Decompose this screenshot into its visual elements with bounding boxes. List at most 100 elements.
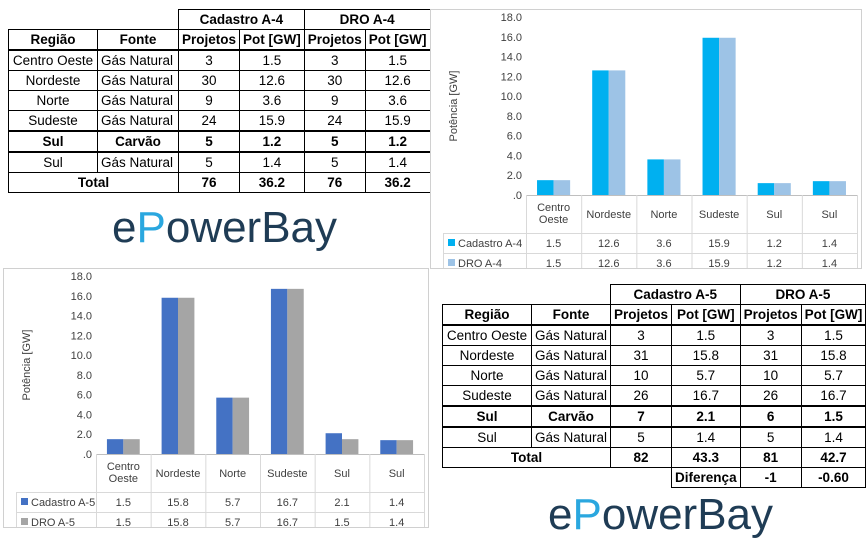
cell-pot: 16.7 bbox=[671, 385, 741, 407]
y-tick-label: 12.0 bbox=[71, 330, 92, 342]
cell-fonte: Gás Natural bbox=[530, 426, 612, 448]
bar bbox=[719, 37, 736, 196]
data-label: 1.5 bbox=[546, 238, 561, 250]
data-label: 3.6 bbox=[656, 258, 671, 268]
bar bbox=[342, 439, 359, 454]
data-label: 12.6 bbox=[598, 258, 619, 268]
cell-regiao: Sul bbox=[442, 405, 532, 428]
cell-projetos: 24 bbox=[303, 110, 366, 132]
bar bbox=[592, 70, 609, 195]
total-pot: 36.2 bbox=[239, 172, 305, 193]
logo-text: e bbox=[548, 490, 573, 539]
cell-projetos: 5 bbox=[177, 130, 241, 153]
bar bbox=[270, 288, 288, 454]
table-row: Norte Gás Natural 9 3.6 9 3.6 bbox=[8, 90, 431, 111]
y-tick-label: 10.0 bbox=[71, 350, 92, 362]
y-tick-label: 12.0 bbox=[501, 71, 522, 83]
y-tick-label: 8.0 bbox=[507, 111, 522, 123]
y-tick-label: 16.0 bbox=[501, 32, 522, 44]
legend-label: Cadastro A-4 bbox=[458, 238, 522, 250]
cell-projetos: 26 bbox=[610, 385, 673, 407]
cell-fonte: Gás Natural bbox=[530, 345, 612, 366]
x-tick-label: Sul bbox=[821, 209, 837, 221]
cell-projetos: 3 bbox=[177, 49, 241, 71]
epowerbay-logo: ePowerBay bbox=[548, 490, 773, 540]
chart-a4: .0 2.0 4.0 6.0 8.0 10.0 12.0 14.0 16.0 18.0 Potênc… bbox=[430, 9, 862, 274]
y-tick-label: .0 bbox=[83, 449, 92, 461]
y-axis-label: Potência [GW] bbox=[448, 71, 460, 142]
col-header-pot: Pot [GW] bbox=[364, 29, 431, 51]
y-tick-label: 6.0 bbox=[507, 131, 522, 143]
bar bbox=[757, 183, 775, 195]
y-tick-label: 4.0 bbox=[507, 150, 522, 162]
col-header-projetos: Projetos bbox=[610, 304, 673, 326]
cell-pot: 3.6 bbox=[239, 90, 305, 111]
table-a5: Cadastro A-5 DRO A-5 Região Fonte Projet… bbox=[441, 284, 867, 488]
legend-label: Cadastro A-5 bbox=[31, 497, 95, 509]
cell-pot: 1.5 bbox=[239, 49, 305, 71]
cell-pot: 15.9 bbox=[239, 110, 305, 132]
data-label: 1.2 bbox=[767, 258, 782, 268]
group-header-cadastro: Cadastro A-5 bbox=[610, 284, 741, 305]
col-header-pot: Pot [GW] bbox=[239, 29, 305, 51]
total-projetos: 82 bbox=[610, 447, 673, 468]
bar bbox=[380, 440, 397, 454]
cell-pot: 1.4 bbox=[800, 426, 867, 448]
group-header-dro: DRO A-5 bbox=[739, 284, 867, 305]
cell-projetos: 6 bbox=[739, 405, 802, 428]
cell-fonte: Gás Natural bbox=[97, 110, 179, 132]
cell-pot: 12.6 bbox=[239, 70, 305, 91]
cell-regiao: Sudeste bbox=[8, 110, 98, 132]
cell-pot: 1.5 bbox=[800, 405, 867, 428]
table-a4: Cadastro A-4 DRO A-4 Região Fonte Projet… bbox=[8, 9, 431, 193]
y-axis-label: Potência [GW] bbox=[21, 330, 33, 401]
cell-pot: 1.4 bbox=[364, 151, 431, 173]
col-header-regiao: Região bbox=[442, 304, 532, 326]
cell-regiao: Sul bbox=[8, 130, 98, 153]
bar bbox=[647, 159, 664, 195]
data-label: 15.9 bbox=[708, 258, 729, 268]
x-tick-label: Sudeste bbox=[267, 468, 307, 480]
cell-regiao: Nordeste bbox=[8, 70, 98, 91]
cell-fonte: Gás Natural bbox=[97, 49, 179, 71]
col-header-pot: Pot [GW] bbox=[671, 304, 741, 326]
x-tick-label: Nordeste bbox=[586, 209, 631, 221]
data-label: 1.4 bbox=[822, 238, 837, 250]
logo-bolt-letter: P bbox=[572, 490, 602, 539]
data-label: 1.5 bbox=[334, 517, 349, 527]
cell-regiao: Nordeste bbox=[442, 345, 532, 366]
data-label: 1.5 bbox=[546, 258, 561, 268]
data-label: 1.5 bbox=[116, 517, 131, 527]
col-header-pot: Pot [GW] bbox=[800, 304, 867, 326]
table-row: Nordeste Gás Natural 30 12.6 30 12.6 bbox=[8, 70, 431, 91]
cell-pot: 1.4 bbox=[671, 426, 741, 448]
cell-fonte: Carvão bbox=[530, 405, 612, 428]
col-header-projetos: Projetos bbox=[739, 304, 802, 326]
x-tick-label: Sul bbox=[766, 209, 782, 221]
group-header-dro: DRO A-4 bbox=[303, 9, 431, 30]
x-tick-label: Centro bbox=[537, 202, 570, 214]
bar bbox=[829, 181, 846, 195]
bar bbox=[608, 70, 626, 195]
bar bbox=[537, 180, 554, 195]
total-projetos: 76 bbox=[303, 172, 366, 193]
legend-swatch bbox=[448, 239, 455, 246]
group-header-cadastro: Cadastro A-4 bbox=[178, 9, 305, 30]
col-header-fonte: Fonte bbox=[530, 304, 612, 326]
total-pot: 42.7 bbox=[800, 447, 867, 468]
chart-a5: .0 2.0 4.0 6.0 8.0 10.0 12.0 14.0 16.0 18.0 Potênc… bbox=[3, 268, 429, 533]
cell-projetos: 30 bbox=[177, 70, 241, 91]
table-row: Nordeste Gás Natural 31 15.8 31 15.8 bbox=[442, 345, 867, 366]
logo-text: e bbox=[112, 203, 137, 252]
data-label: 1.2 bbox=[767, 238, 782, 250]
table-row: Sudeste Gás Natural 26 16.7 26 16.7 bbox=[442, 385, 867, 407]
y-tick-label: 18.0 bbox=[501, 12, 522, 24]
bar bbox=[553, 180, 571, 195]
cell-projetos: 9 bbox=[303, 90, 366, 111]
table-row: Sudeste Gás Natural 24 15.9 24 15.9 bbox=[8, 110, 431, 132]
y-tick-label: 8.0 bbox=[77, 370, 92, 382]
cell-projetos: 9 bbox=[177, 90, 241, 111]
table-row: Sul Carvão 5 1.2 5 1.2 bbox=[8, 130, 431, 153]
cell-projetos: 24 bbox=[177, 110, 241, 132]
y-tick-label: .0 bbox=[513, 190, 522, 202]
